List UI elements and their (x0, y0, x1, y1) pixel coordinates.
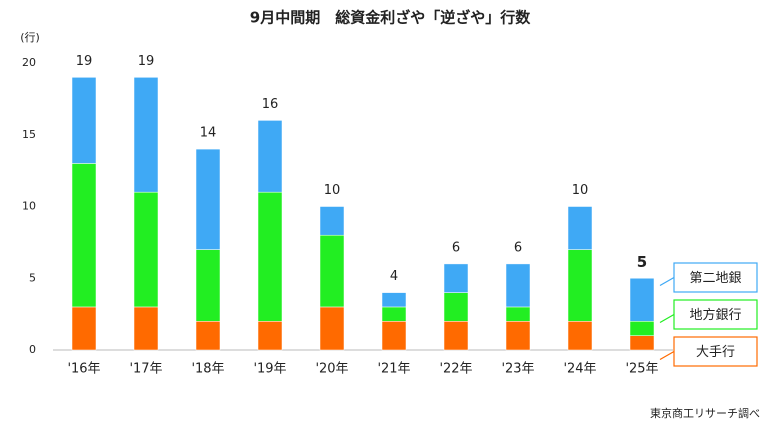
legend-label: 大手行 (696, 345, 735, 360)
bar-segment (257, 191, 283, 322)
y-unit-label: (行) (20, 31, 40, 44)
legend-box (673, 262, 758, 293)
bar-segment (133, 191, 159, 308)
y-tick-label: 20 (22, 56, 36, 69)
legend-pointer (659, 350, 675, 361)
bar-segment (133, 306, 159, 351)
bar-segment (319, 306, 345, 351)
bar-segment (381, 306, 407, 322)
total-label: 6 (514, 240, 522, 255)
y-tick-label: 5 (29, 271, 36, 284)
total-label: 19 (76, 54, 93, 69)
bar-segment (381, 321, 407, 351)
bar-segment (443, 321, 469, 351)
y-tick-label: 15 (22, 128, 36, 141)
total-label: 4 (390, 269, 398, 284)
bar-segment (567, 206, 593, 250)
bar-segment (133, 77, 159, 193)
x-tick-label: '20年 (315, 362, 348, 377)
bar-segment (71, 306, 97, 351)
bar-segment (319, 234, 345, 308)
total-label: 16 (262, 97, 279, 112)
bar-segment (567, 321, 593, 351)
bar-segment (443, 263, 469, 293)
bar-segment (629, 321, 655, 336)
bar-segment (505, 306, 531, 322)
x-tick-label: '23年 (501, 362, 534, 377)
bar-segment (257, 120, 283, 193)
bar-segment (629, 278, 655, 322)
total-label: 5 (637, 253, 647, 271)
x-tick-label: '24年 (563, 362, 596, 377)
legend-box (673, 336, 758, 367)
total-label: 14 (200, 126, 217, 141)
bar-segment (195, 148, 221, 250)
total-label: 19 (138, 54, 155, 69)
bar-segment (319, 206, 345, 236)
legend-pointer (659, 313, 675, 324)
bar-segment (505, 263, 531, 308)
x-tick-label: '21年 (377, 362, 410, 377)
bar-segment (195, 321, 221, 351)
bar-segment (195, 249, 221, 322)
x-tick-label: '18年 (191, 362, 224, 377)
bar-segment (71, 77, 97, 164)
total-label: 10 (324, 183, 341, 198)
total-label: 10 (572, 183, 589, 198)
y-tick-label: 0 (29, 343, 36, 356)
x-tick-label: '22年 (439, 362, 472, 377)
bar-segment (505, 321, 531, 351)
bar-segment (381, 292, 407, 308)
y-tick-label: 10 (22, 200, 36, 213)
source: 東京商工リサーチ調べ (650, 406, 760, 420)
chart-title: 9月中間期 総資金利ざや「逆ざや」行数 (250, 9, 531, 27)
bar-segment (567, 249, 593, 322)
legend-pointer (659, 276, 675, 287)
bar-segment (629, 335, 655, 351)
x-tick-label: '17年 (129, 362, 162, 377)
total-label: 6 (452, 240, 460, 255)
x-tick-label: '19年 (253, 362, 286, 377)
legend-label: 第二地銀 (689, 271, 741, 286)
x-tick-label: '25年 (625, 362, 658, 377)
legend-label: 地方銀行 (689, 307, 741, 323)
x-tick-label: '16年 (67, 362, 100, 377)
bar-segment (443, 292, 469, 322)
bar-segment (257, 321, 283, 351)
bar-segment (71, 163, 97, 308)
